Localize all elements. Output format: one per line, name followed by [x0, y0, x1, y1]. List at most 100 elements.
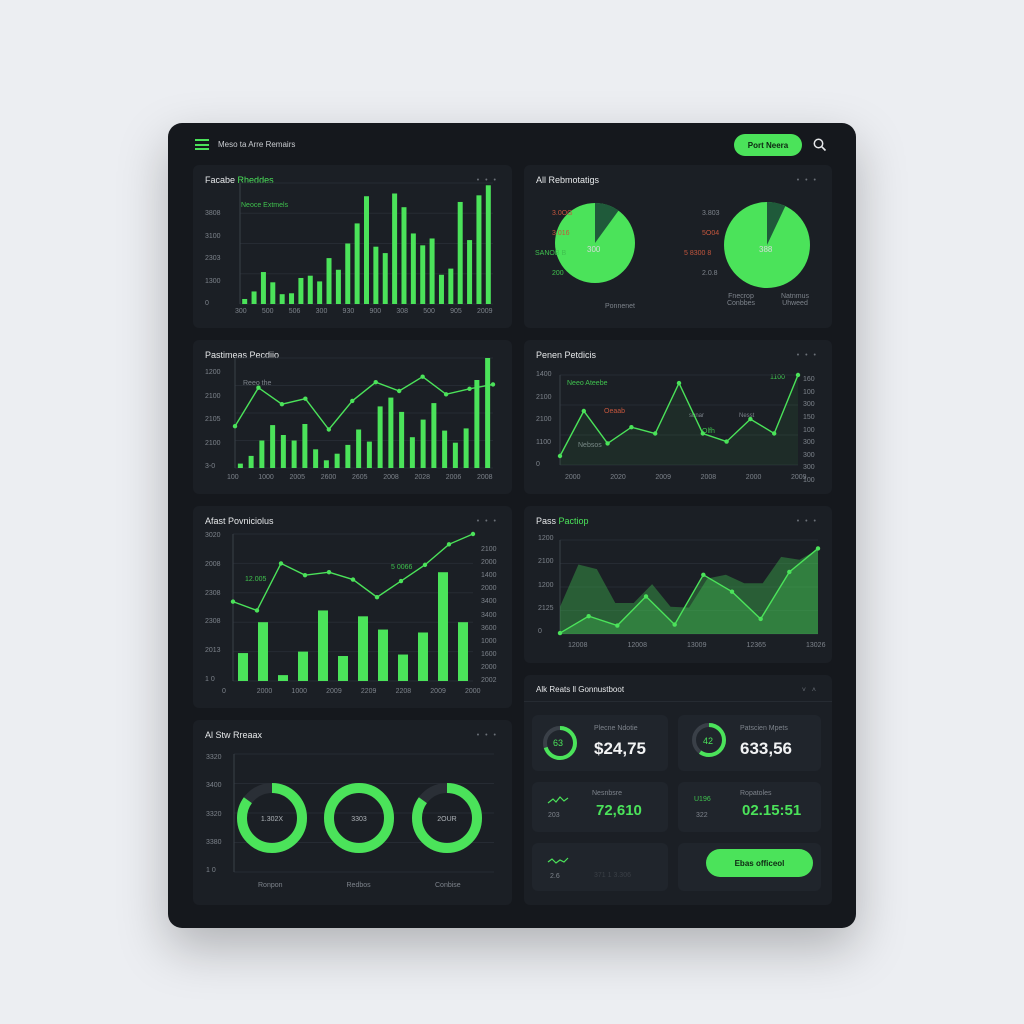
- bar: [280, 435, 286, 468]
- data-point: [653, 431, 658, 436]
- more-options-icon[interactable]: • • •: [796, 518, 818, 525]
- data-point: [581, 408, 586, 414]
- bar: [279, 294, 285, 304]
- x-tick: 2209: [360, 688, 377, 695]
- bar-line-chart: [232, 357, 496, 469]
- menu-icon[interactable]: [195, 139, 209, 150]
- x-tick: 506: [288, 308, 301, 315]
- data-point: [605, 441, 610, 446]
- y-tick: 2100: [538, 558, 554, 566]
- bar: [409, 437, 415, 468]
- y-tick-right: 300: [803, 439, 815, 447]
- pie-slice: [767, 202, 786, 245]
- donut-arc: [412, 783, 482, 853]
- bar: [242, 298, 248, 304]
- y-tick-right: 1000: [481, 637, 497, 645]
- data-point: [326, 570, 332, 575]
- bar-line-chart: [230, 531, 476, 682]
- x-tick: 300: [235, 308, 247, 315]
- sparkline-icon: [547, 857, 569, 864]
- annotation: 5 0066: [391, 564, 413, 571]
- panel-title: Pass Pactiop: [536, 516, 589, 526]
- y-tick: 2100: [536, 393, 552, 401]
- bar: [418, 632, 428, 681]
- annotation: Reeo the: [243, 380, 272, 387]
- bar: [366, 441, 372, 468]
- x-tick: 13009: [687, 642, 707, 649]
- bar: [401, 207, 407, 304]
- bar: [334, 453, 340, 468]
- x-tick: 2009: [655, 474, 671, 481]
- panel-title: Pastimeas Pecdiio: [205, 350, 280, 360]
- bar: [431, 403, 437, 468]
- pie-legend-label: 5 8300 8: [684, 250, 712, 257]
- stat-value: 02.15:51: [742, 802, 802, 819]
- annotation: 1100: [770, 374, 786, 381]
- y-tick: 1 0: [205, 676, 215, 683]
- bar: [398, 654, 408, 681]
- bar: [485, 185, 491, 304]
- panel-pie-charts: All Rebmotatigs • • • 300 388 Ponnenet F…: [524, 165, 832, 328]
- collapse-icon[interactable]: ˅ ˄: [801, 687, 818, 694]
- data-point: [396, 388, 402, 394]
- bar: [399, 411, 405, 468]
- bar-chart: [239, 182, 493, 305]
- search-icon[interactable]: [813, 138, 827, 152]
- data-point: [729, 589, 735, 594]
- y-tick: 2013: [205, 647, 221, 655]
- panel-area-chart: Pass Pactiop • • • 0 2125 1200 2100 1200 1200…: [524, 506, 832, 663]
- primary-action-button[interactable]: Port Neera: [734, 134, 802, 156]
- donut-charts: 1.302X 3303 2OUR: [233, 753, 494, 873]
- y-tick: 3380: [206, 838, 222, 846]
- more-options-icon[interactable]: • • •: [796, 177, 818, 184]
- sparkline-icon: [547, 796, 569, 804]
- x-tick: 0: [222, 688, 226, 695]
- action-button[interactable]: Ebas officeol: [706, 849, 813, 877]
- bar: [463, 428, 469, 468]
- x-tick: 2208: [395, 688, 412, 695]
- panel-stats: Alk Reats ll Gonnustboot ˅ ˄ 63 Plecne N…: [524, 675, 832, 905]
- bar: [429, 238, 435, 304]
- stat-label: Nesnbsre: [592, 790, 622, 797]
- y-tick: 2303: [205, 255, 221, 262]
- more-options-icon[interactable]: • • •: [796, 352, 818, 359]
- y-tick: 1200: [538, 581, 554, 589]
- progress-ring: [543, 726, 577, 760]
- bar: [388, 397, 394, 468]
- donut-center-label: 3303: [351, 816, 367, 823]
- y-tick: 3020: [205, 532, 221, 539]
- data-point: [420, 374, 425, 379]
- bar: [323, 460, 329, 468]
- stat-label: Plecne Ndotie: [594, 725, 638, 732]
- data-point: [230, 599, 236, 604]
- data-point: [724, 439, 729, 444]
- more-options-icon[interactable]: • • •: [476, 518, 498, 525]
- annotation: 12.005: [245, 576, 267, 583]
- pie-chart-right: [724, 202, 810, 288]
- x-tick: 2008: [383, 474, 399, 481]
- more-options-icon[interactable]: • • •: [476, 732, 498, 739]
- y-tick: 3808: [205, 210, 221, 217]
- data-point: [815, 546, 821, 551]
- stat-value: $24,75: [594, 739, 646, 758]
- x-tick: 300: [315, 308, 328, 315]
- annotation: sunar: [689, 413, 705, 419]
- x-tick: 2008: [700, 474, 717, 481]
- x-tick: 500: [261, 308, 274, 315]
- bar: [260, 272, 266, 304]
- x-tick: 2028: [414, 474, 431, 481]
- data-point: [446, 542, 452, 547]
- x-tick: 2008: [477, 474, 493, 481]
- x-tick: 2000: [745, 474, 762, 481]
- y-tick-right: 2000: [481, 585, 497, 593]
- bar: [237, 463, 243, 468]
- pie-center-label: 388: [759, 245, 773, 254]
- donut-caption: Ronpon: [258, 882, 283, 889]
- bar: [326, 258, 332, 304]
- panel-title: Al Stw Rreaax: [205, 730, 263, 740]
- bar: [338, 656, 348, 681]
- y-tick-right: 300: [803, 401, 815, 409]
- more-options-icon[interactable]: • • •: [476, 177, 498, 184]
- data-point: [700, 431, 705, 436]
- x-tick: 308: [396, 308, 409, 315]
